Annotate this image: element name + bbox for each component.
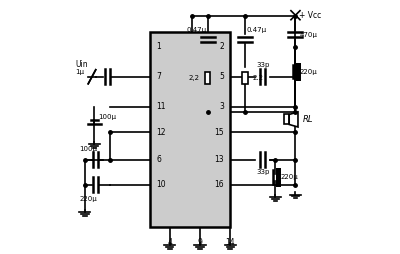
Text: 1: 1 [156, 42, 161, 51]
Bar [284, 115, 289, 124]
Text: 4: 4 [168, 237, 172, 247]
Bar [150, 31, 230, 228]
Text: 33p: 33p [256, 62, 270, 68]
Bar [242, 72, 248, 84]
Text: 220µ: 220µ [280, 174, 298, 180]
Text: 14: 14 [225, 237, 235, 247]
Text: 33p: 33p [256, 169, 270, 175]
Text: RL: RL [303, 115, 314, 124]
Text: 5: 5 [219, 72, 224, 81]
Text: 2.2: 2.2 [253, 75, 264, 81]
Text: 100µ: 100µ [98, 114, 116, 120]
Text: + Vcc: + Vcc [299, 11, 322, 20]
Text: 220µ: 220µ [299, 69, 317, 75]
Text: 3: 3 [219, 102, 224, 112]
Bar [205, 72, 210, 84]
Text: 2: 2 [219, 42, 224, 51]
Text: 10: 10 [156, 180, 166, 189]
Text: 470µ: 470µ [299, 32, 317, 38]
Text: Uin: Uin [76, 60, 88, 69]
Text: 2,2: 2,2 [189, 75, 200, 81]
Polygon shape [289, 112, 298, 127]
Text: 13: 13 [214, 155, 224, 164]
Text: 15: 15 [214, 128, 224, 136]
Text: 220µ: 220µ [79, 196, 97, 202]
Text: 1µ: 1µ [76, 69, 85, 75]
Text: 0.47µ: 0.47µ [246, 27, 267, 33]
Text: 11: 11 [156, 102, 166, 112]
Text: 6: 6 [156, 155, 161, 164]
Text: 9: 9 [198, 237, 202, 247]
Text: 7: 7 [156, 72, 161, 81]
Text: 100µ: 100µ [79, 146, 97, 152]
Text: 12: 12 [156, 128, 166, 136]
Text: 0.47µ: 0.47µ [186, 27, 206, 33]
Text: 16: 16 [214, 180, 224, 189]
